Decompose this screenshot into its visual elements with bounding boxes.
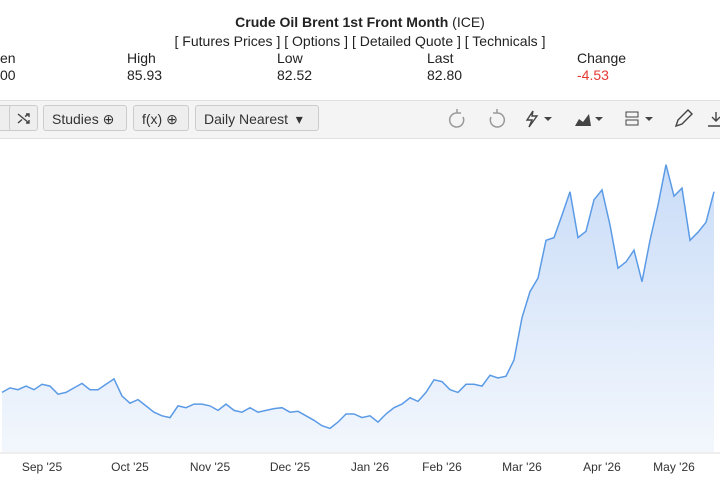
x-tick-label: Mar '26 (502, 460, 542, 474)
stat: en 00 (0, 50, 16, 84)
x-tick-label: May '26 (653, 460, 695, 474)
toolbar-button[interactable]: Studies ⊕ (43, 105, 127, 131)
x-tick-label: Jan '26 (351, 460, 390, 474)
title: Crude Oil Brent 1st Front Month (ICE) (0, 14, 720, 30)
toolbar-icons[interactable] (440, 104, 720, 134)
stat-value: -4.53 (577, 67, 609, 83)
x-tick-label: Nov '25 (190, 460, 231, 474)
x-tick-label: Apr '26 (583, 460, 621, 474)
link[interactable]: [ Detailed Quote ] (351, 33, 461, 49)
stat: High 85.93 (127, 50, 162, 84)
stat-label: Low (277, 50, 303, 66)
area-fill (2, 164, 714, 452)
stat-label: High (127, 50, 156, 66)
icon (17, 113, 30, 124)
link[interactable]: [ Technicals ] (464, 33, 546, 49)
button-label: f(x) (142, 111, 163, 127)
button-label: Studies (52, 111, 99, 127)
stat-value: 82.80 (427, 67, 463, 83)
stat-label: Last (427, 50, 454, 66)
x-tick-label: Feb '26 (422, 460, 462, 474)
compare-button[interactable] (9, 105, 38, 131)
exchange: (ICE) (452, 14, 485, 30)
links: [ Futures Prices ] [ Options ] [ Detaile… (0, 33, 720, 49)
link[interactable]: [ Futures Prices ] (174, 33, 281, 49)
stat-value: 82.52 (277, 67, 313, 83)
button-label: Daily Nearest (204, 111, 289, 127)
x-tick-label: Oct '25 (111, 460, 149, 474)
price-line (1, 164, 715, 430)
stat: Last 82.80 (427, 50, 462, 84)
stat-label: Change (577, 50, 627, 66)
title-text: Crude Oil Brent 1st Front Month (235, 14, 449, 30)
stat-label: en (0, 50, 16, 66)
x-tick-label: Sep '25 (22, 460, 63, 474)
stat: Change -4.53 (577, 50, 626, 84)
x-tick-label: Dec '25 (270, 460, 311, 474)
stat: Low 82.52 (277, 50, 312, 84)
link[interactable]: [ Options ] (284, 33, 349, 49)
toolbar-button[interactable]: Daily Nearest ▾ (195, 105, 319, 131)
stat-value: 00 (0, 67, 16, 83)
stat-value: 85.93 (127, 67, 163, 83)
toolbar-button[interactable]: f(x) ⊕ (133, 105, 189, 131)
